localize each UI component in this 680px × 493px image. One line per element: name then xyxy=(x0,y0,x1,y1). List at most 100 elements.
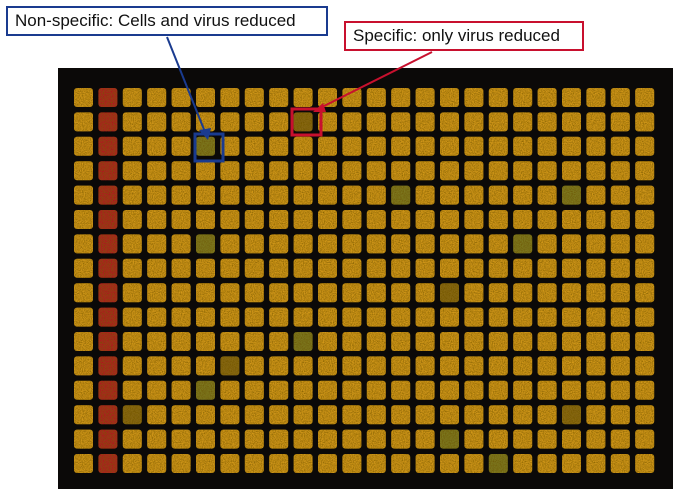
plate-well xyxy=(269,356,289,376)
plate-well xyxy=(318,405,337,425)
plate-well xyxy=(98,112,118,132)
plate-well xyxy=(293,454,313,473)
plate-well xyxy=(220,405,240,425)
plate-well xyxy=(488,234,508,254)
plate-well xyxy=(171,234,191,254)
plate-well xyxy=(464,258,484,278)
plate-well xyxy=(635,161,655,181)
plate-well xyxy=(440,258,459,278)
plate-well xyxy=(488,185,508,205)
plate-well xyxy=(562,429,581,449)
plate-well xyxy=(537,405,557,425)
plate-well xyxy=(269,112,289,132)
plate-well xyxy=(98,210,118,229)
plate-well xyxy=(488,136,508,156)
plate-well xyxy=(586,332,606,351)
plate-well xyxy=(122,454,142,473)
plate-well xyxy=(293,88,313,107)
plate-well xyxy=(196,112,215,132)
plate-well xyxy=(586,210,606,229)
plate-well xyxy=(464,210,484,229)
plate-well xyxy=(171,283,191,303)
plate-well xyxy=(464,185,484,205)
plate-well xyxy=(635,405,655,425)
plate-well xyxy=(391,405,411,425)
plate-well xyxy=(342,258,362,278)
plate-well xyxy=(244,88,264,107)
plate-well xyxy=(537,258,557,278)
plate-well xyxy=(220,136,240,156)
plate-well xyxy=(147,307,167,327)
plate-well xyxy=(269,307,289,327)
plate-well xyxy=(244,161,264,181)
plate-well xyxy=(122,332,142,351)
plate-well xyxy=(635,210,655,229)
plate-well xyxy=(537,234,557,254)
plate-well xyxy=(391,283,411,303)
plate-well xyxy=(610,380,630,400)
plate-well xyxy=(196,234,215,254)
plate-well xyxy=(440,210,459,229)
plate-well xyxy=(171,380,191,400)
plate-well xyxy=(220,380,240,400)
plate-well xyxy=(513,136,533,156)
specific-callout: Specific: only virus reduced xyxy=(344,21,584,51)
microplate-image xyxy=(58,68,673,489)
plate-well xyxy=(635,112,655,132)
plate-well xyxy=(488,332,508,351)
plate-well xyxy=(74,429,93,449)
plate-well xyxy=(391,454,411,473)
plate-well xyxy=(562,283,581,303)
plate-well xyxy=(562,112,581,132)
plate-well xyxy=(318,88,337,107)
plate-well xyxy=(391,112,411,132)
plate-well xyxy=(342,454,362,473)
plate-well xyxy=(147,283,167,303)
plate-well xyxy=(74,210,93,229)
plate-well xyxy=(147,380,167,400)
plate-well xyxy=(342,405,362,425)
plate-well xyxy=(488,88,508,107)
plate-well xyxy=(366,405,386,425)
plate-well xyxy=(513,380,533,400)
plate-well xyxy=(220,88,240,107)
plate-well xyxy=(171,405,191,425)
plate-well xyxy=(464,429,484,449)
plate-well xyxy=(147,210,167,229)
plate-well xyxy=(220,356,240,376)
plate-well xyxy=(513,112,533,132)
plate-well xyxy=(342,356,362,376)
plate-well xyxy=(537,380,557,400)
plate-well xyxy=(464,283,484,303)
plate-well xyxy=(415,283,435,303)
plate-well xyxy=(562,88,581,107)
plate-well xyxy=(220,112,240,132)
plate-well xyxy=(171,88,191,107)
plate-well xyxy=(635,258,655,278)
plate-well xyxy=(610,88,630,107)
plate-well xyxy=(342,380,362,400)
plate-well xyxy=(366,210,386,229)
plate-well xyxy=(74,454,93,473)
plate-well xyxy=(562,185,581,205)
plate-well xyxy=(610,356,630,376)
plate-well xyxy=(122,380,142,400)
plate-well xyxy=(366,429,386,449)
plate-well xyxy=(562,258,581,278)
plate-well xyxy=(244,429,264,449)
plate-well xyxy=(562,307,581,327)
plate-well xyxy=(635,88,655,107)
plate-well xyxy=(391,88,411,107)
plate-well xyxy=(610,185,630,205)
plate-well xyxy=(318,234,337,254)
plate-well xyxy=(610,112,630,132)
plate-well xyxy=(391,210,411,229)
plate-well xyxy=(586,454,606,473)
plate-well xyxy=(293,161,313,181)
plate-well xyxy=(415,88,435,107)
plate-well xyxy=(196,258,215,278)
nonspecific-callout-label: Non-specific: Cells and virus reduced xyxy=(15,11,296,30)
plate-well xyxy=(74,283,93,303)
plate-well xyxy=(586,356,606,376)
plate-well xyxy=(147,454,167,473)
